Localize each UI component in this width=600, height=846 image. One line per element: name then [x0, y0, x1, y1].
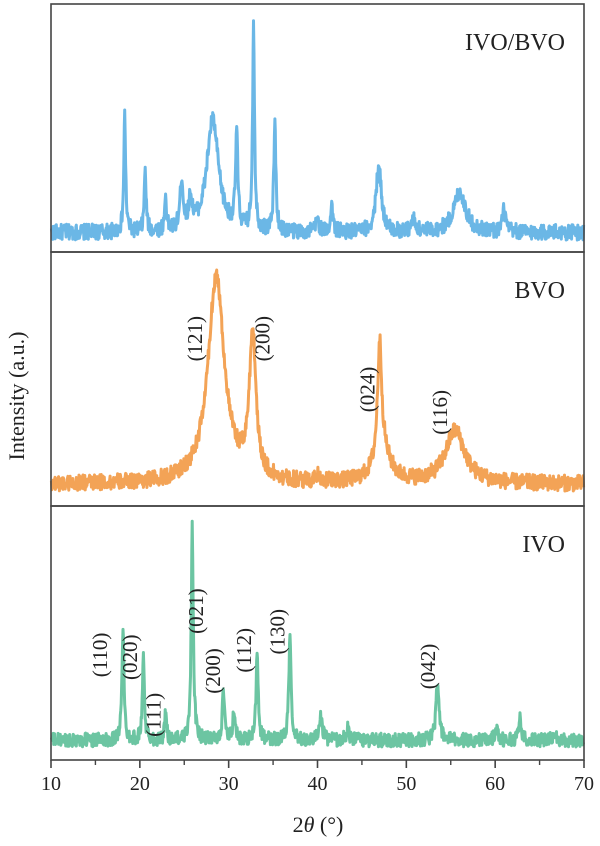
- x-axis: 10 20 30 40 50 60 70: [41, 760, 594, 795]
- peak-label: (110): [88, 633, 112, 678]
- x-tick-label: 10: [41, 773, 61, 795]
- series-line-ivo: [49, 519, 586, 749]
- peak-label: (121): [183, 316, 207, 362]
- x-axis-label: 2θ (°): [293, 812, 344, 837]
- panel-label: IVO/BVO: [465, 30, 565, 56]
- x-axis-label-symbol: θ: [304, 812, 315, 837]
- x-axis-label-prefix: 2: [293, 812, 304, 837]
- x-axis-label-suffix: (°): [314, 812, 343, 837]
- panel-frame: [50, 505, 585, 761]
- panel-label: IVO: [522, 532, 565, 558]
- peak-label: (042): [416, 644, 440, 690]
- x-tick-label: 70: [574, 773, 594, 795]
- y-axis-label: Intensity (a.u.): [4, 332, 29, 461]
- peak-label: (116): [428, 390, 452, 435]
- peak-label: (021): [184, 588, 208, 634]
- x-tick-label: 50: [396, 773, 416, 795]
- x-tick-label: 30: [219, 773, 239, 795]
- peak-label: (130): [266, 609, 290, 655]
- peak-label: (020): [118, 634, 142, 680]
- series-line-bvo: [49, 268, 586, 493]
- peak-label: (111): [141, 693, 165, 737]
- peak-label: (112): [232, 628, 256, 673]
- series-line-ivo-bvo: [49, 19, 586, 242]
- peak-label: (024): [355, 367, 379, 413]
- panels-layer: [49, 19, 586, 749]
- x-tick-label: 20: [130, 773, 150, 795]
- peak-label: (200): [201, 648, 225, 694]
- panel-label: BVO: [514, 278, 565, 304]
- peak-label: (200): [250, 316, 274, 362]
- x-tick-label: 40: [308, 773, 328, 795]
- x-tick-label: 60: [485, 773, 505, 795]
